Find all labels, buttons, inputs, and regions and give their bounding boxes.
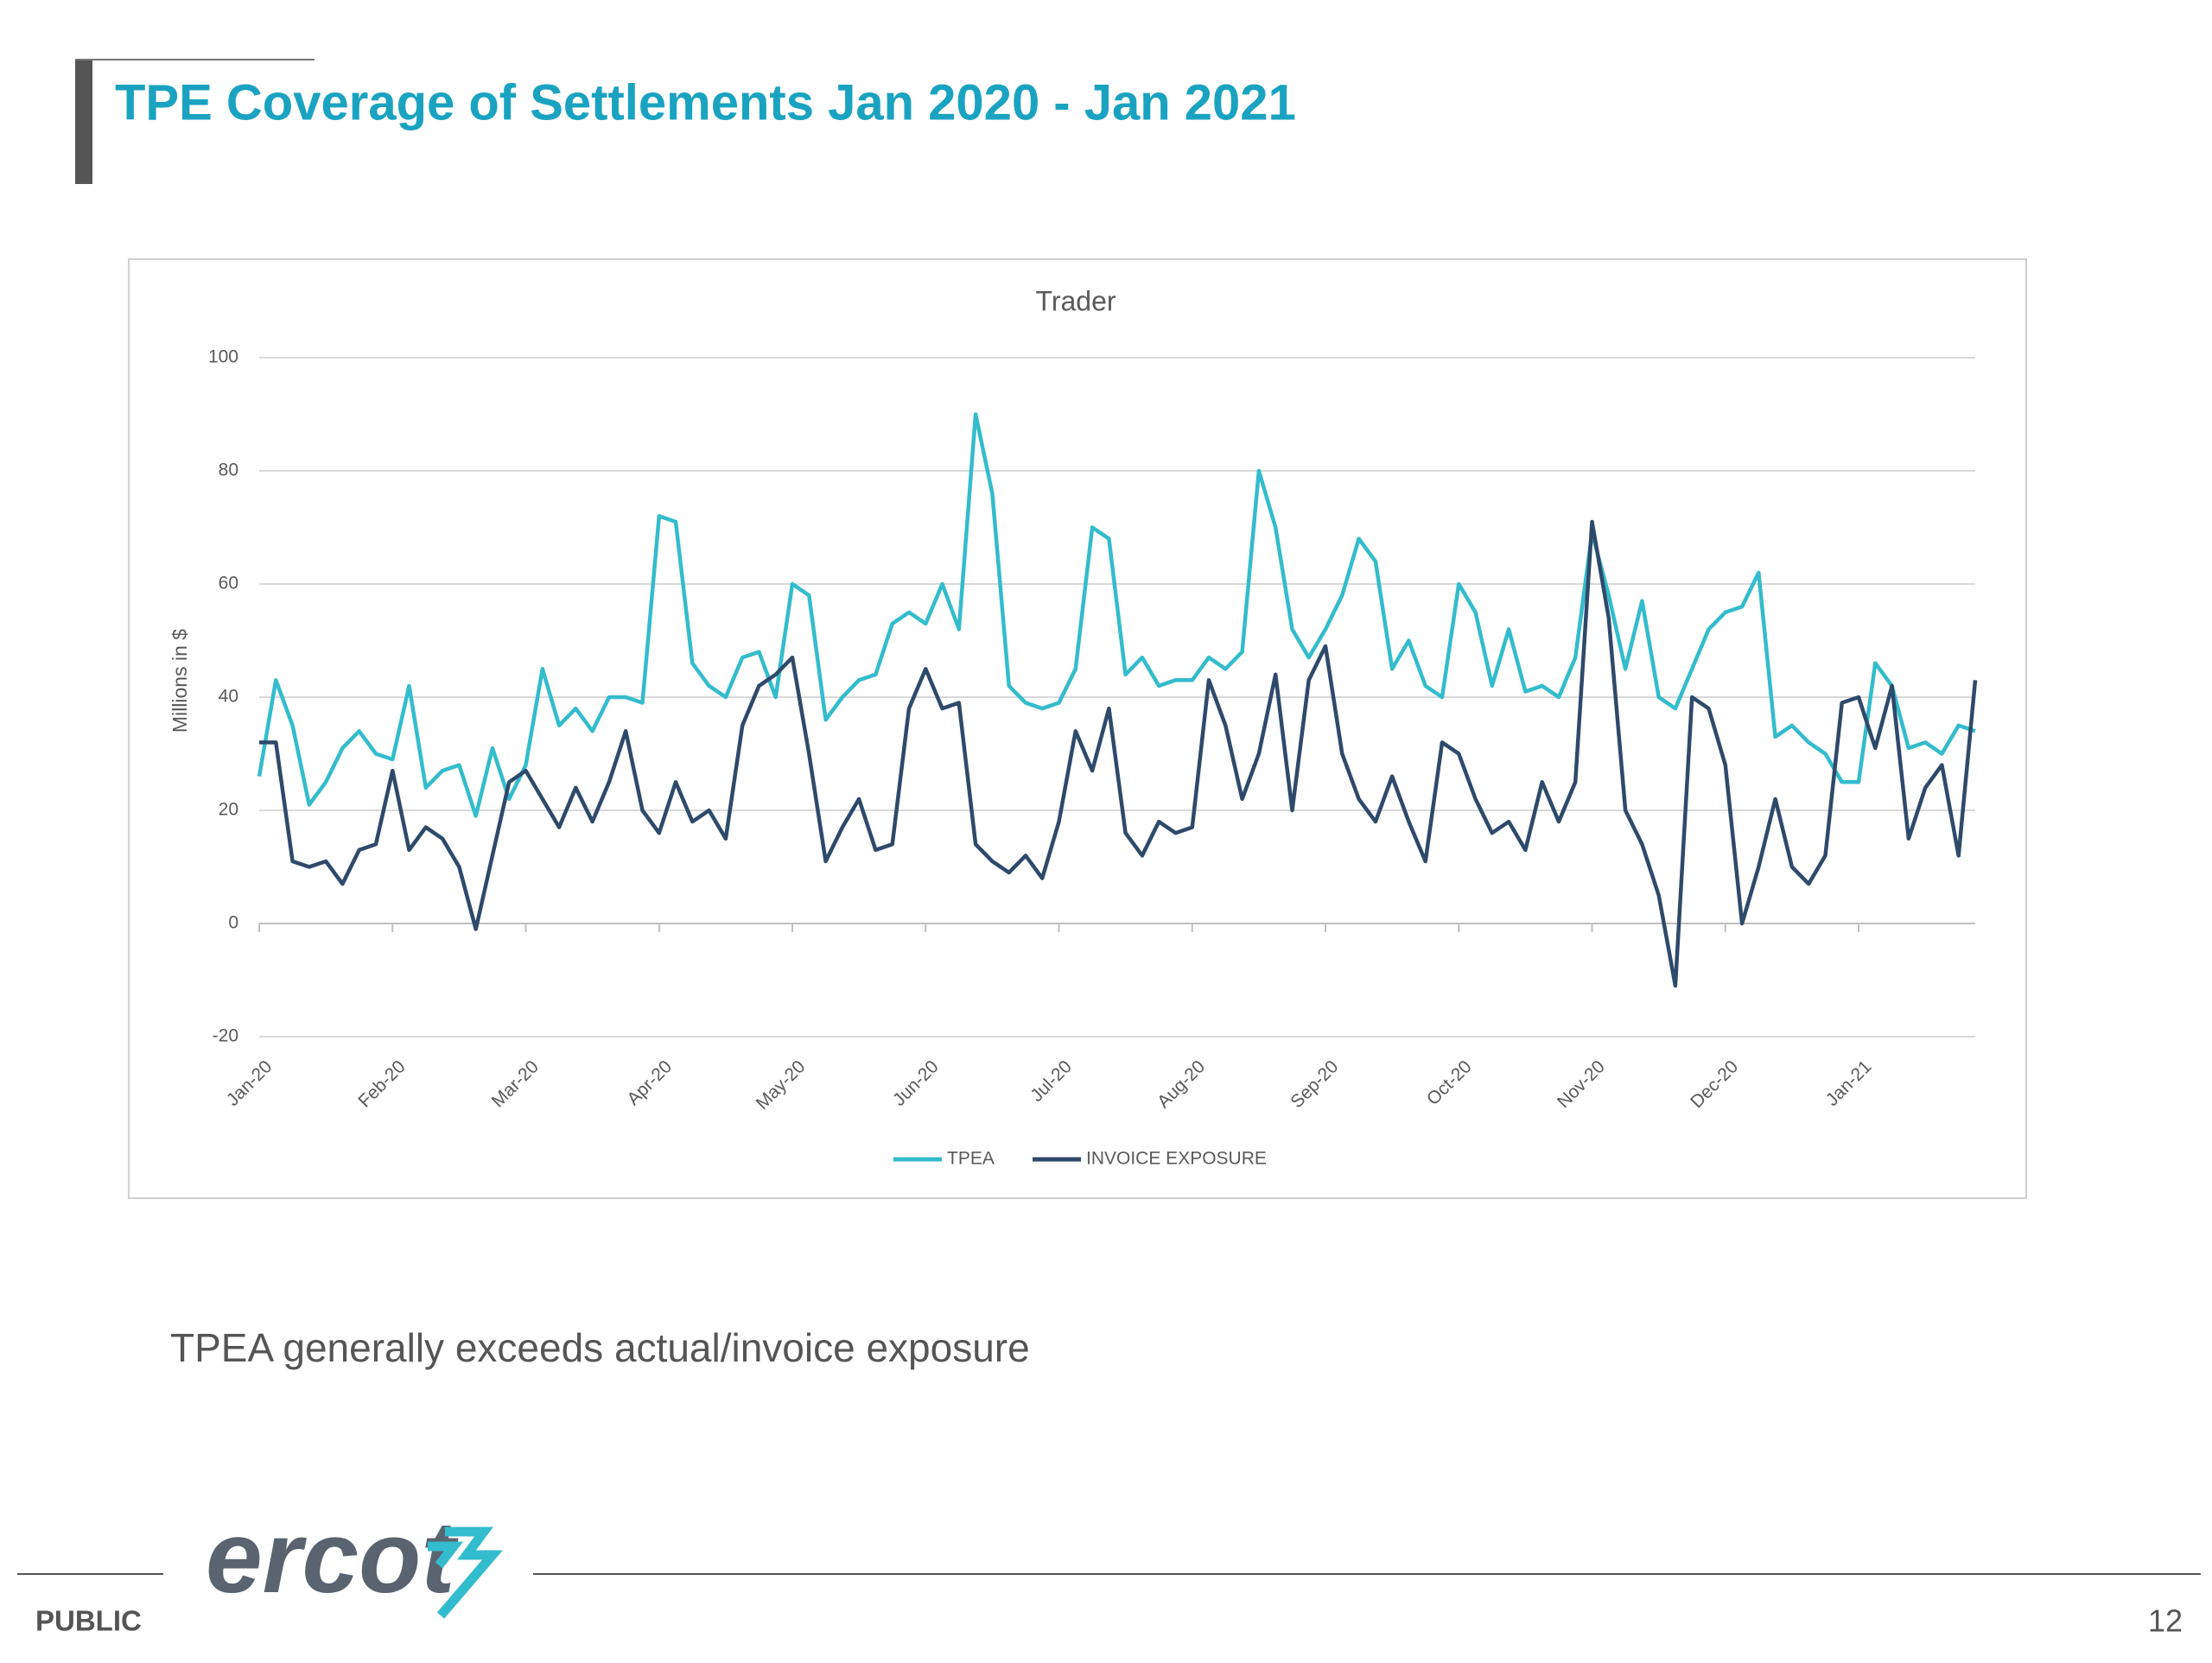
y-tick-label: 20 (219, 800, 238, 820)
page-number: 12 (2148, 1603, 2183, 1639)
chart-title: Trader (1035, 285, 1116, 316)
y-tick-label: 0 (228, 913, 238, 933)
y-tick-label: 40 (219, 687, 238, 707)
classification: PUBLIC (35, 1605, 142, 1637)
title-accent-bar (75, 60, 92, 184)
slide-title: TPE Coverage of Settlements Jan 2020 - J… (115, 74, 1296, 130)
y-tick-label: 60 (219, 574, 238, 593)
series-line (259, 519, 1978, 988)
y-axis-label: Millions in $ (168, 629, 191, 733)
logo-text: ercot (206, 1501, 459, 1615)
legend-label: INVOICE EXPOSURE (1086, 1149, 1267, 1169)
logo-icon (428, 1527, 503, 1619)
y-tick-label: -20 (213, 1026, 238, 1046)
note: TPEA generally exceeds actual/invoice ex… (170, 1325, 1030, 1370)
legend-label: TPEA (947, 1149, 995, 1169)
series-line (257, 412, 1976, 818)
chart-frame (128, 258, 2027, 1199)
y-tick-label: 80 (219, 460, 238, 480)
y-tick-label: 100 (208, 347, 238, 367)
